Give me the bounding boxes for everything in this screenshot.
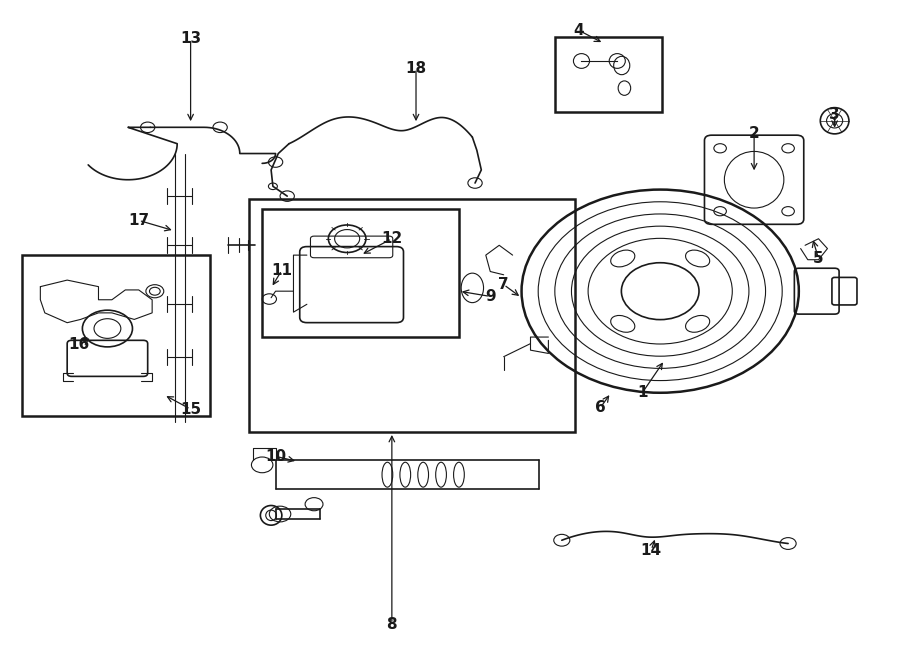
Text: 2: 2 xyxy=(749,126,760,141)
Text: 10: 10 xyxy=(265,449,286,464)
Bar xyxy=(262,210,459,337)
Text: 5: 5 xyxy=(814,251,824,266)
Text: 15: 15 xyxy=(180,402,202,416)
Bar xyxy=(554,37,662,112)
Text: 8: 8 xyxy=(386,617,397,632)
Text: 11: 11 xyxy=(271,262,292,278)
Text: 3: 3 xyxy=(829,106,840,122)
Text: 18: 18 xyxy=(405,61,427,76)
Text: 1: 1 xyxy=(637,385,648,401)
Text: 4: 4 xyxy=(573,23,584,38)
Text: 16: 16 xyxy=(68,337,89,352)
Text: 13: 13 xyxy=(180,31,202,46)
Text: 17: 17 xyxy=(128,213,149,228)
Bar xyxy=(248,200,575,432)
Text: 12: 12 xyxy=(382,231,402,247)
Text: 6: 6 xyxy=(595,401,606,415)
Text: 7: 7 xyxy=(499,277,509,292)
Text: 9: 9 xyxy=(485,289,496,304)
Text: 14: 14 xyxy=(641,543,662,558)
Bar xyxy=(22,255,211,416)
